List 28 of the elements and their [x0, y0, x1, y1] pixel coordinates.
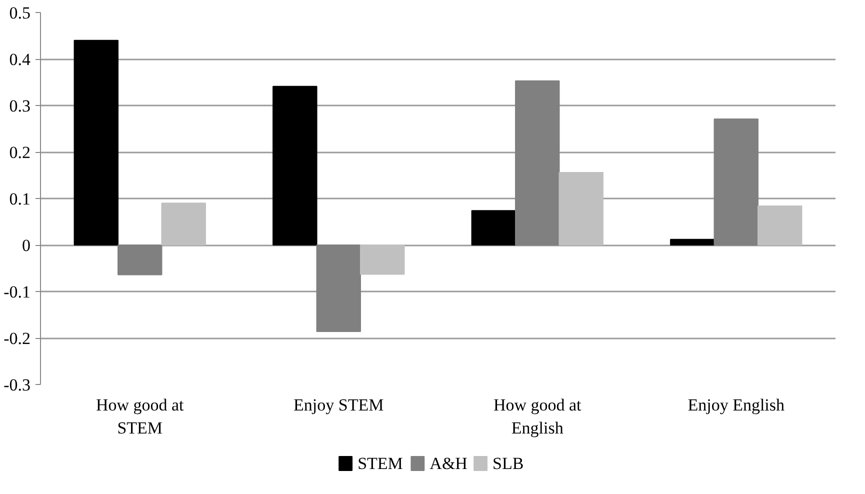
- bar: [471, 210, 516, 246]
- bar: [272, 86, 318, 246]
- bar: [316, 244, 361, 332]
- legend-label: A&H: [430, 454, 468, 473]
- y-tick-label: -0.3: [4, 376, 31, 394]
- y-tick-label: -0.1: [4, 282, 31, 302]
- bar: [360, 244, 405, 275]
- x-tick-label: Enjoy STEM: [294, 396, 384, 414]
- y-tick-label: 0.4: [9, 50, 31, 69]
- bar: [118, 244, 162, 276]
- bar: [515, 80, 560, 246]
- y-tick-label: 0.2: [9, 143, 30, 162]
- bar: [558, 172, 604, 246]
- y-tick-label: -0.2: [4, 329, 31, 348]
- y-tick-label: 0.1: [9, 190, 30, 208]
- y-tick-label: 0.3: [9, 96, 30, 116]
- x-tick-label: How good at English: [493, 396, 582, 438]
- bar: [670, 238, 715, 246]
- x-tick-label: How good at STEM: [96, 396, 184, 438]
- bar: [757, 205, 802, 246]
- legend-label: STEM: [358, 454, 403, 473]
- y-tick-label: 0: [22, 236, 30, 255]
- bar: [74, 40, 119, 246]
- legend-label: SLB: [492, 454, 524, 473]
- bar: [714, 118, 758, 246]
- x-tick-label: Enjoy English: [688, 396, 786, 414]
- bar: [161, 202, 206, 246]
- y-tick-label: 0.5: [9, 4, 30, 22]
